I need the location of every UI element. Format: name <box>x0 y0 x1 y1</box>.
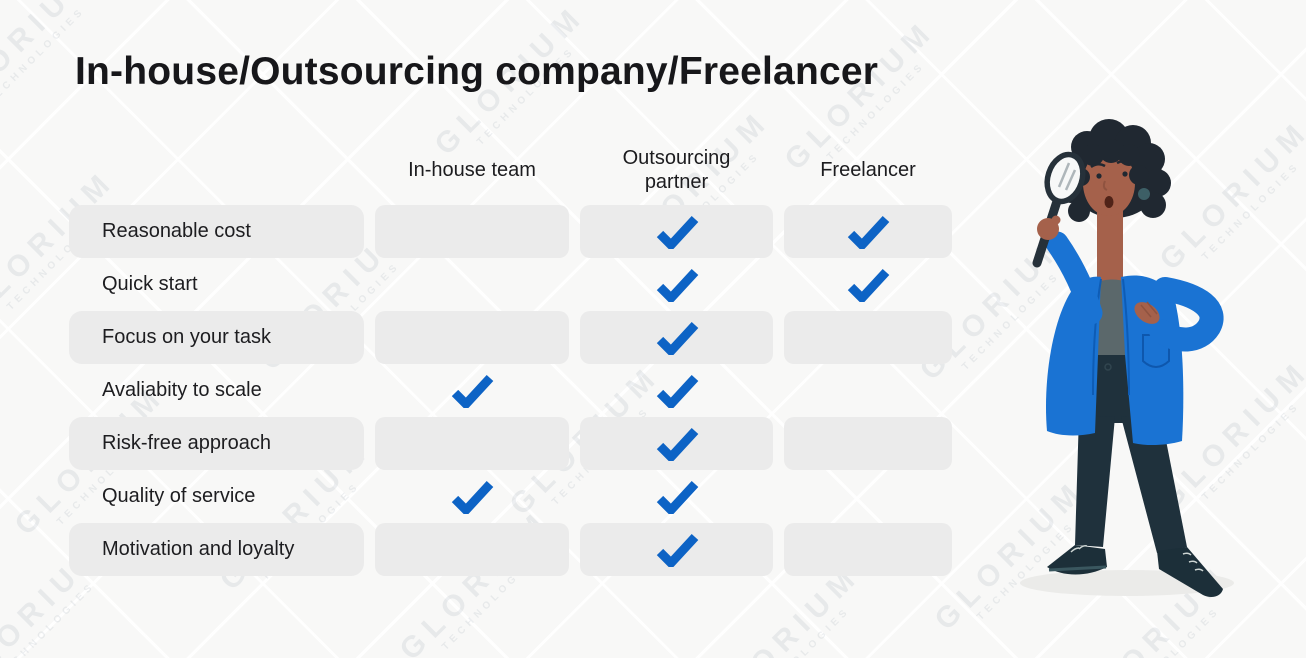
check-cell <box>375 258 569 311</box>
table-corner-spacer <box>69 135 364 205</box>
check-cell <box>784 470 952 523</box>
criteria-label: Focus on your task <box>69 311 364 364</box>
check-cell <box>580 205 773 258</box>
column-header-freelancer: Freelancer <box>784 135 952 205</box>
pants-button <box>1104 363 1112 371</box>
magnifying-glass <box>1032 151 1086 268</box>
criteria-label: Motivation and loyalty <box>69 523 364 576</box>
neck <box>1097 205 1123 283</box>
check-cell <box>784 523 952 576</box>
watermark-line2: TECHNOLOGIES <box>750 605 853 658</box>
check-icon <box>656 215 698 249</box>
face-features <box>1090 160 1131 208</box>
check-cell <box>580 470 773 523</box>
check-cell <box>375 523 569 576</box>
arm-holding <box>1045 231 1103 325</box>
check-cell <box>580 311 773 364</box>
check-cell <box>784 311 952 364</box>
check-icon <box>847 268 890 302</box>
check-cell <box>375 470 569 523</box>
check-cell <box>784 417 952 470</box>
face <box>1083 150 1135 216</box>
check-icon <box>656 427 698 461</box>
check-icon <box>656 374 698 408</box>
check-icon <box>656 480 698 514</box>
check-cell <box>784 258 952 311</box>
check-cell <box>784 364 952 417</box>
column-header-in-house-team: In-house team <box>375 135 569 205</box>
check-cell <box>375 311 569 364</box>
criteria-label: Quick start <box>102 273 198 295</box>
pants <box>1075 355 1187 553</box>
check-icon <box>656 533 698 567</box>
column-header-label: Freelancer <box>820 158 916 181</box>
check-cell <box>375 205 569 258</box>
check-icon <box>451 374 494 408</box>
check-icon <box>656 268 698 302</box>
check-icon <box>451 480 494 514</box>
check-cell <box>580 258 773 311</box>
coat-lapels <box>1092 278 1130 396</box>
hand-on-hip <box>1134 301 1160 324</box>
column-header-label: Outsourcing partner <box>622 146 731 193</box>
earring <box>1138 188 1150 200</box>
check-icon <box>656 321 698 355</box>
criteria-label: Quality of service <box>102 485 256 507</box>
shoes <box>1047 545 1223 597</box>
column-header-label: In-house team <box>408 158 536 181</box>
criteria-label: Reasonable cost <box>69 205 364 258</box>
criteria-label: Risk-free approach <box>69 417 364 470</box>
check-cell <box>580 523 773 576</box>
check-cell <box>784 205 952 258</box>
check-cell <box>375 364 569 417</box>
check-cell <box>580 417 773 470</box>
woman-with-magnifying-glass-illustration <box>1020 119 1234 597</box>
comparison-table: In-house team Outsourcing partner Freelanc… <box>69 135 952 576</box>
criteria-label: Avaliabity to scale <box>102 379 262 401</box>
hand-gripping <box>1037 215 1061 240</box>
coat-pocket <box>1142 334 1170 368</box>
check-cell <box>580 364 773 417</box>
column-header-outsourcing-partner: Outsourcing partner <box>580 135 773 205</box>
arm-akimbo <box>1149 277 1224 352</box>
page-title: In-house/Outsourcing company/Freelancer <box>75 50 879 93</box>
check-cell <box>375 417 569 470</box>
check-icon <box>847 215 890 249</box>
